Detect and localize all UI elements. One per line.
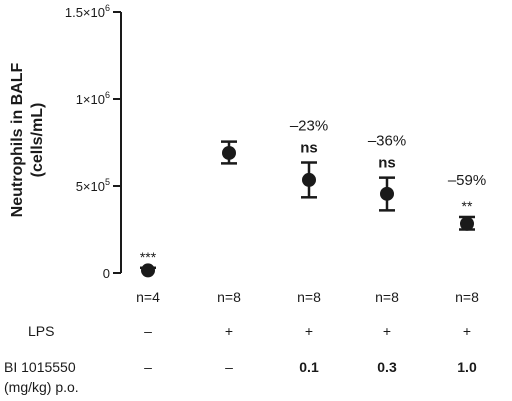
dose-row-label-units: (mg/kg) p.o. <box>4 379 79 395</box>
y-tick-label: 5×105 <box>76 177 110 194</box>
data-point <box>141 263 155 278</box>
y-axis-ticks: 0 5×105 1×106 1.5×106 <box>65 3 121 281</box>
data-point <box>302 172 316 187</box>
data-point <box>460 216 474 231</box>
lps-cell: + <box>463 323 471 339</box>
lps-row-label: LPS <box>28 323 54 339</box>
percent-change-label: –36% <box>368 133 406 150</box>
significance-label: ns <box>378 155 396 172</box>
significance-label: ns <box>300 140 318 157</box>
percent-change-label: –59% <box>448 172 486 189</box>
lps-cell: + <box>225 323 233 339</box>
significance-label: ** <box>462 198 473 214</box>
y-axis-label: Neutrophils in BALF <box>9 62 26 217</box>
dose-row: – – 0.1 0.3 1.0 <box>144 359 477 375</box>
significance-label: *** <box>140 249 157 265</box>
dose-cell: 1.0 <box>457 359 477 375</box>
percent-change-label: –23% <box>290 118 328 135</box>
y-axis-title: Neutrophils in BALF (cells/mL) <box>9 62 46 217</box>
n-labels: n=4 n=8 n=8 n=8 n=8 <box>136 289 479 305</box>
y-tick-label: 1×106 <box>76 90 110 107</box>
y-tick-label: 1.5×106 <box>65 3 110 20</box>
dose-cell: 0.1 <box>299 359 319 375</box>
n-label: n=8 <box>297 289 321 305</box>
dose-cell: 0.3 <box>377 359 397 375</box>
data-points <box>140 140 475 278</box>
dose-cell: – <box>144 359 152 375</box>
lps-cell: – <box>144 323 152 339</box>
n-label: n=8 <box>375 289 399 305</box>
dose-cell: – <box>225 359 233 375</box>
n-label: n=8 <box>455 289 479 305</box>
y-tick-label: 0 <box>103 266 110 281</box>
lps-cell: + <box>305 323 313 339</box>
group-annotations: *** ns –23% ns –36% ** –59% <box>140 118 486 265</box>
lps-row: – + + + + <box>144 323 471 339</box>
y-axis-units: (cells/mL) <box>29 103 46 178</box>
n-label: n=8 <box>217 289 241 305</box>
n-label: n=4 <box>136 289 160 305</box>
data-point <box>222 145 236 160</box>
lps-cell: + <box>383 323 391 339</box>
dose-row-label: BI 1015550 <box>4 359 76 375</box>
data-point <box>380 186 394 201</box>
